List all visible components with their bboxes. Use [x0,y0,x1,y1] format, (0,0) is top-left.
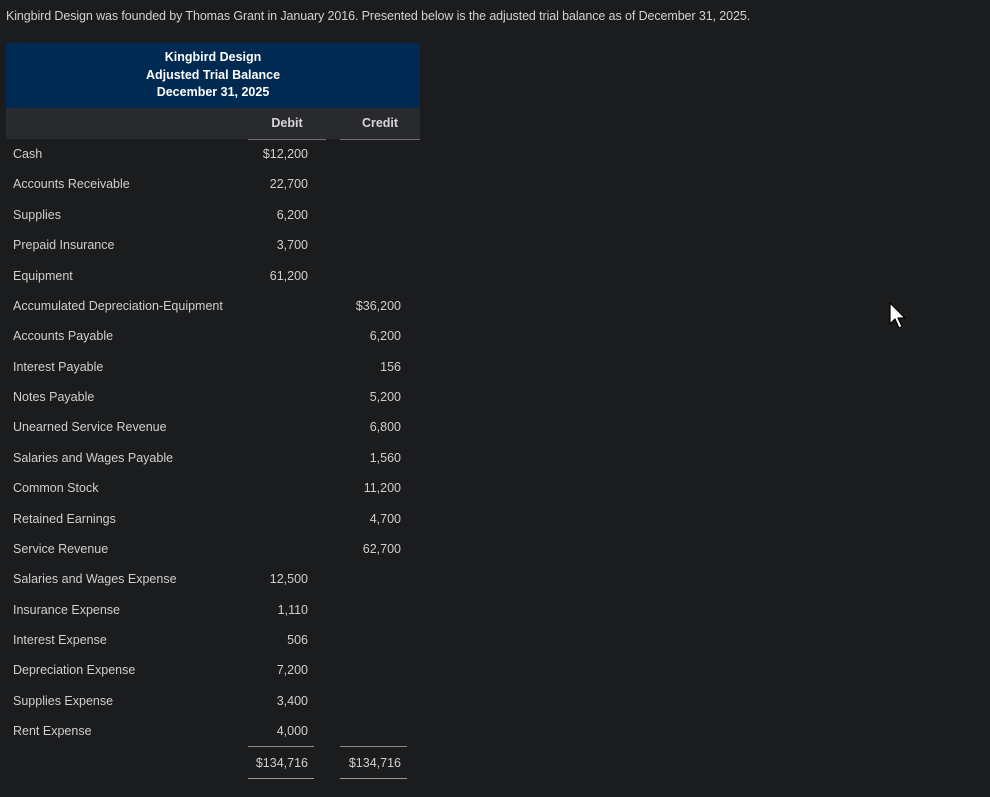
account-name: Depreciation Expense [13,663,136,677]
credit-total-bottom-rule [340,778,407,779]
debit-total-bottom-rule [248,778,314,779]
credit-amount: 4,700 [369,512,401,526]
mouse-pointer-icon [889,302,909,330]
statement-date: December 31, 2025 [156,85,270,99]
credit-column-header: Credit [361,116,399,130]
account-name: Interest Expense [13,633,107,647]
account-name: Notes Payable [13,390,95,404]
account-name: Rent Expense [13,724,92,738]
account-name: Insurance Expense [13,603,121,617]
debit-amount: 61,200 [269,269,308,283]
debit-amount: 7,200 [276,663,308,677]
account-name: Unearned Service Revenue [13,420,167,434]
statement-title: Adjusted Trial Balance [145,67,281,82]
credit-amount: 62,700 [362,542,401,556]
debit-total: $134,716 [255,756,308,770]
account-name: Retained Earnings [13,512,116,526]
debit-amount: 1,110 [277,603,308,617]
debit-amount: 3,400 [276,694,308,708]
account-name: Supplies Expense [13,694,114,708]
account-name: Supplies [13,208,61,222]
credit-header-underline [340,139,420,140]
credit-total-top-rule [340,746,407,747]
credit-amount: 11,200 [363,481,401,495]
debit-amount: 12,500 [269,572,308,586]
debit-amount: $12,200 [262,147,308,161]
account-name: Salaries and Wages Payable [13,451,174,465]
debit-header-underline [248,139,326,140]
account-name: Common Stock [13,481,99,495]
debit-column-header: Debit [271,116,303,130]
debit-amount: 506 [287,633,308,647]
credit-amount: 156 [380,360,401,374]
account-name: Equipment [13,269,73,283]
column-header-band [6,108,420,139]
credit-amount: $36,200 [355,299,401,313]
account-name: Accounts Receivable [13,177,130,191]
credit-amount: 1,560 [369,451,401,465]
debit-amount: 22,700 [269,177,308,191]
debit-amount: 6,200 [276,208,308,222]
debit-amount: 3,700 [276,238,308,252]
intro-text: Kingbird Design was founded by Thomas Gr… [6,9,751,23]
credit-amount: 6,200 [369,329,401,343]
debit-total-top-rule [248,746,314,747]
account-name: Interest Payable [13,360,104,374]
account-name: Salaries and Wages Expense [13,572,177,586]
company-name: Kingbird Design [164,50,262,64]
account-name: Prepaid Insurance [13,238,115,252]
credit-amount: 6,800 [369,420,401,434]
credit-total: $134,716 [348,756,401,770]
account-name: Accounts Payable [13,329,114,343]
account-name: Cash [13,147,43,161]
credit-amount: 5,200 [369,390,401,404]
statement-header: Kingbird Design Adjusted Trial Balance D… [6,43,420,108]
account-name: Accumulated Depreciation-Equipment [13,299,223,313]
account-name: Service Revenue [13,542,109,556]
debit-amount: 4,000 [276,724,308,738]
